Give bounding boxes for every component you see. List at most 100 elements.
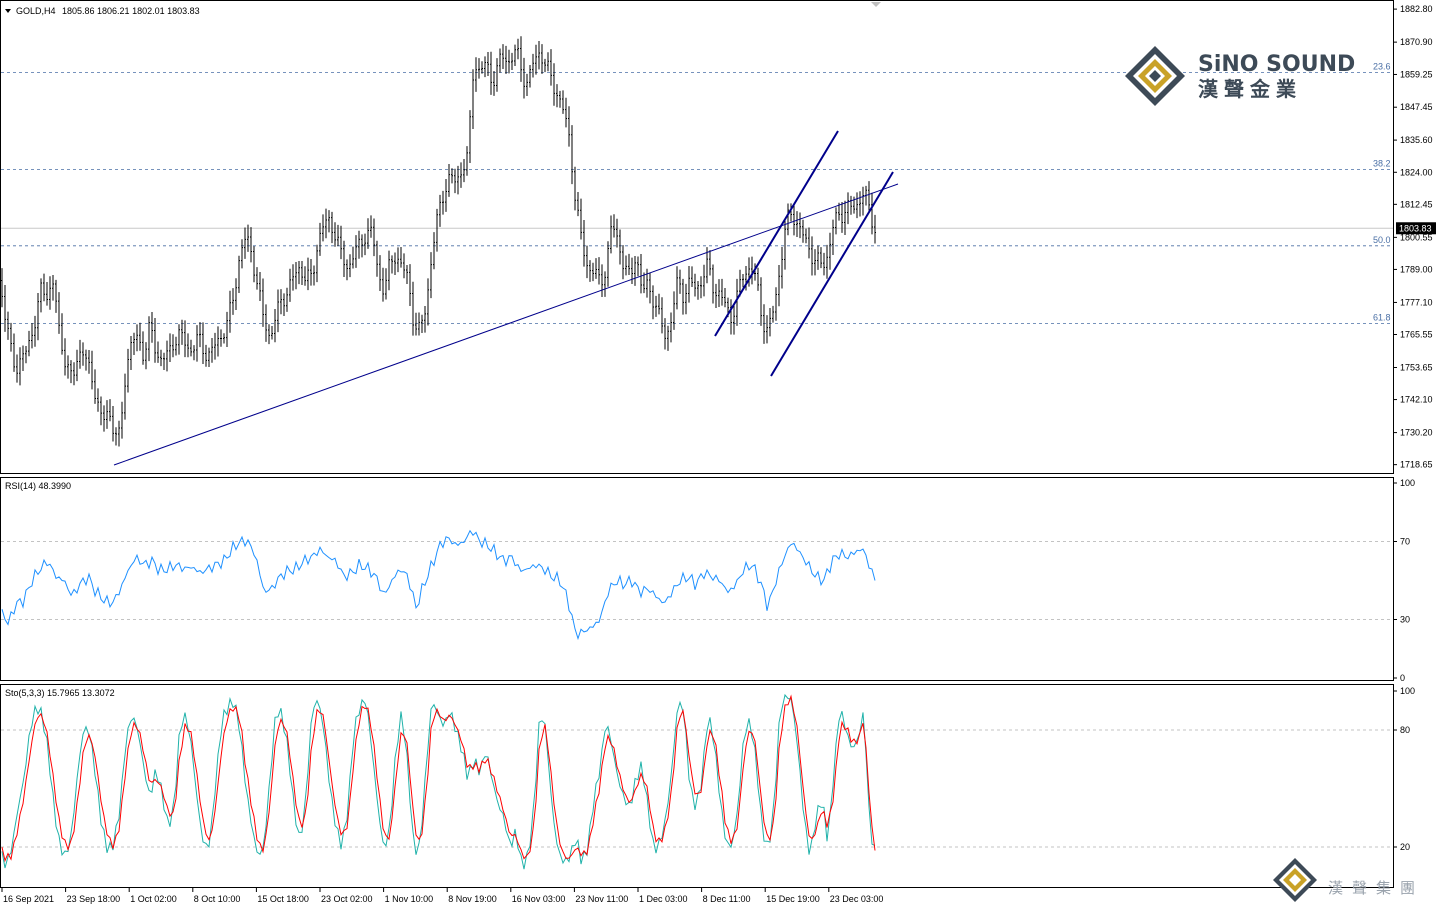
x-tick-label: 1 Nov 10:00 bbox=[385, 894, 434, 904]
candle bbox=[142, 331, 144, 365]
x-tick-label: 8 Oct 10:00 bbox=[194, 894, 241, 904]
candle bbox=[181, 319, 183, 345]
rsi-title: RSI(14) 48.3990 bbox=[5, 481, 71, 491]
footer-logo-text: 漢聲集團 bbox=[1328, 879, 1424, 897]
candle bbox=[289, 268, 291, 302]
candle bbox=[613, 214, 615, 238]
candle bbox=[523, 57, 525, 99]
candle bbox=[778, 265, 780, 307]
candle bbox=[253, 246, 255, 283]
x-tick-label: 23 Sep 18:00 bbox=[67, 894, 121, 904]
y-tick-label: 0 bbox=[1400, 673, 1405, 683]
candle bbox=[745, 266, 747, 291]
candle bbox=[127, 348, 129, 393]
candle bbox=[349, 254, 351, 278]
candle bbox=[337, 224, 339, 247]
candle bbox=[244, 227, 246, 259]
candle bbox=[409, 264, 411, 306]
candle bbox=[292, 264, 294, 291]
candle bbox=[418, 312, 420, 336]
candle bbox=[652, 285, 654, 320]
candle bbox=[367, 218, 369, 249]
y-tick-label: 1718.65 bbox=[1400, 460, 1433, 470]
candle bbox=[496, 58, 498, 92]
candle bbox=[403, 253, 405, 279]
candle bbox=[601, 264, 603, 298]
candle bbox=[808, 227, 810, 259]
candle bbox=[187, 333, 189, 358]
rsi-pane-frame bbox=[0, 477, 1394, 681]
candle bbox=[811, 236, 813, 276]
candle bbox=[838, 202, 840, 221]
candle bbox=[31, 323, 33, 349]
candle bbox=[805, 228, 807, 244]
candle bbox=[691, 266, 693, 287]
trendlines[interactable] bbox=[113, 130, 899, 466]
candle bbox=[826, 244, 828, 279]
candle bbox=[427, 278, 429, 326]
candle bbox=[835, 207, 837, 235]
candle bbox=[4, 284, 6, 332]
candle bbox=[544, 58, 546, 73]
stoch-pane: 100 80 20 bbox=[1, 686, 1415, 870]
candle bbox=[625, 255, 627, 276]
candle bbox=[721, 278, 723, 306]
candle bbox=[19, 347, 21, 386]
candle bbox=[532, 53, 534, 78]
candle bbox=[667, 325, 669, 351]
candle bbox=[388, 250, 390, 291]
main-y-axis: 1882.80 1870.90 1859.25 1847.45 1835.60 1824.… bbox=[1393, 4, 1433, 470]
x-tick-label: 1 Dec 03:00 bbox=[639, 894, 688, 904]
candle bbox=[385, 268, 387, 300]
candle bbox=[499, 48, 501, 73]
candle bbox=[775, 287, 777, 321]
x-tick-label: 16 Sep 2021 bbox=[3, 894, 54, 904]
candle bbox=[439, 194, 441, 227]
x-tick-label: 23 Oct 02:00 bbox=[321, 894, 373, 904]
candle bbox=[217, 326, 219, 357]
channel-upper-line[interactable] bbox=[714, 130, 839, 337]
candle bbox=[709, 250, 711, 276]
candle bbox=[862, 186, 864, 216]
candle bbox=[232, 288, 234, 315]
candle bbox=[694, 273, 696, 297]
candle bbox=[415, 312, 417, 336]
candle bbox=[391, 255, 393, 274]
footer-diamond-icon bbox=[1273, 858, 1317, 902]
candle bbox=[214, 332, 216, 360]
candle bbox=[814, 249, 816, 276]
candle bbox=[355, 235, 357, 268]
candle bbox=[856, 192, 858, 219]
candle bbox=[247, 224, 249, 252]
ascending-trendline[interactable] bbox=[113, 183, 899, 466]
candle bbox=[94, 369, 96, 404]
candle bbox=[673, 291, 675, 330]
candle bbox=[16, 354, 18, 383]
channel-lower-line[interactable] bbox=[770, 171, 894, 377]
fib-level-label: 50.0 bbox=[1373, 235, 1391, 245]
candle bbox=[475, 57, 477, 92]
candle bbox=[796, 211, 798, 238]
shift-marker-icon[interactable] bbox=[871, 2, 881, 7]
candle bbox=[379, 255, 381, 291]
candle bbox=[847, 192, 849, 225]
candle bbox=[34, 315, 36, 347]
dropdown-triangle-icon[interactable] bbox=[5, 9, 11, 13]
candle bbox=[466, 146, 468, 176]
candle bbox=[163, 352, 165, 371]
candle bbox=[70, 360, 72, 384]
current-price-badge: 1803.83 bbox=[1396, 222, 1436, 235]
y-tick-label: 1847.45 bbox=[1400, 102, 1433, 112]
candle bbox=[655, 295, 657, 317]
candle bbox=[211, 337, 213, 363]
candle bbox=[493, 71, 495, 96]
candle bbox=[469, 110, 471, 163]
candle bbox=[517, 38, 519, 60]
candle bbox=[298, 261, 300, 285]
y-tick-label: 1835.60 bbox=[1400, 135, 1433, 145]
candle bbox=[859, 191, 861, 217]
candle bbox=[412, 281, 414, 336]
candle bbox=[769, 307, 771, 337]
candle bbox=[118, 420, 120, 447]
candle bbox=[49, 276, 51, 310]
